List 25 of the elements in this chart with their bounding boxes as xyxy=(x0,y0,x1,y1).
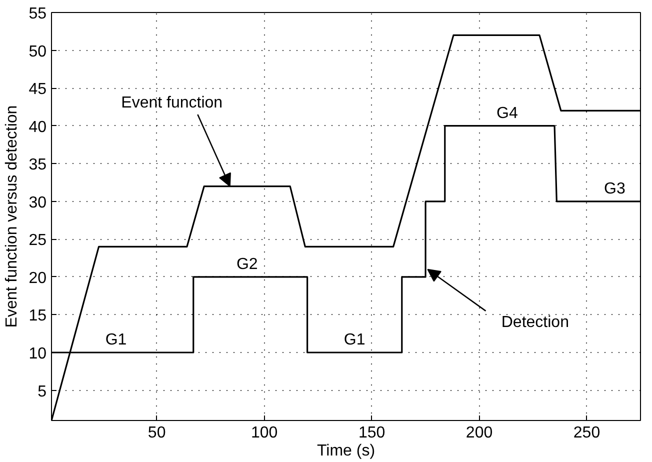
x-tick-label: 100 xyxy=(250,424,278,442)
x-tick-label: 50 xyxy=(148,424,166,442)
y-tick-label: 40 xyxy=(28,118,47,136)
x-tick-label: 200 xyxy=(466,424,493,442)
y-tick-label: 50 xyxy=(28,43,47,60)
y-tick-label: 30 xyxy=(28,194,47,212)
annotation: G1 xyxy=(105,332,127,348)
y-tick-label: 25 xyxy=(28,232,47,250)
x-tick-label: 150 xyxy=(358,424,386,442)
y-tick-label: 55 xyxy=(28,6,47,22)
y-tick-label: 45 xyxy=(28,81,47,98)
y-tick-label: 15 xyxy=(28,308,47,325)
y-axis-title: Event function versus detection xyxy=(4,105,21,328)
annotation: G1 xyxy=(344,332,366,348)
y-tick-label: 20 xyxy=(28,270,47,287)
y-tick-label: 10 xyxy=(28,346,47,362)
annotation: G3 xyxy=(604,180,626,198)
annotation: G2 xyxy=(236,256,258,273)
annotation: G4 xyxy=(496,104,518,122)
y-tick-label: 35 xyxy=(28,156,47,174)
x-tick-label: 250 xyxy=(573,424,600,442)
y-tick-label: 5 xyxy=(38,383,47,400)
annotation: Event function xyxy=(121,94,223,112)
annotation: Detection xyxy=(501,314,569,331)
x-axis-title: Time (s) xyxy=(316,442,376,460)
